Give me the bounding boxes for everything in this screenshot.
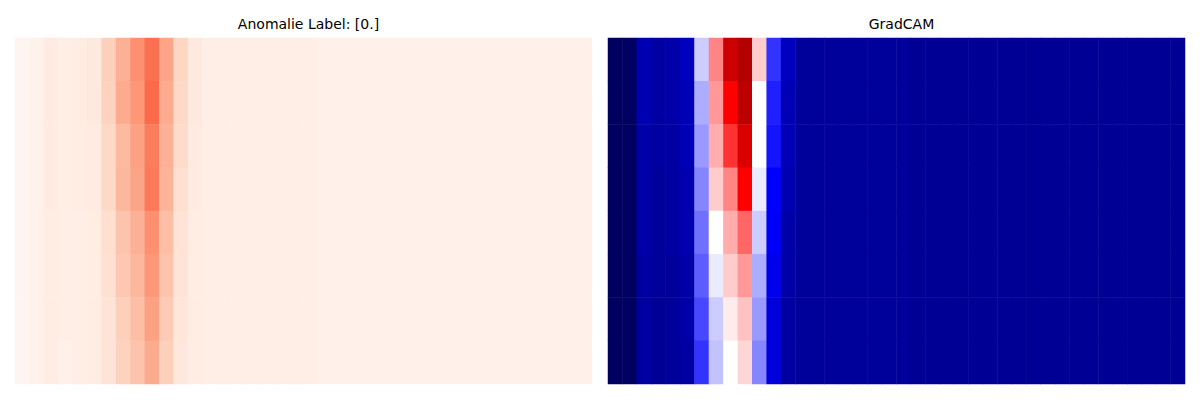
svg-text:Anomalie Label: [0.]: Anomalie Label: [0.] xyxy=(238,16,379,32)
svg-text:GradCAM: GradCAM xyxy=(869,16,935,32)
